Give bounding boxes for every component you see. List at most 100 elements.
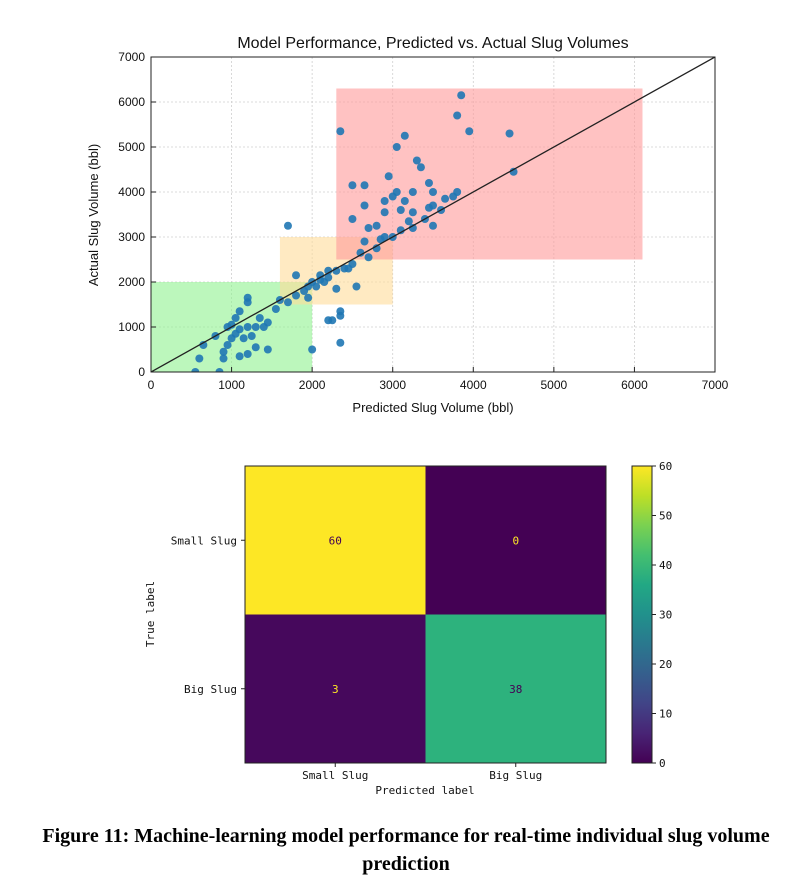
- confusion-cell-value: 60: [329, 534, 342, 547]
- scatter-point: [227, 320, 236, 329]
- scatter-y-tick-label: 7000: [118, 50, 145, 64]
- scatter-point: [336, 127, 345, 136]
- scatter-point: [191, 368, 200, 372]
- scatter-point: [380, 197, 389, 205]
- scatter-point: [364, 253, 373, 262]
- scatter-point: [336, 307, 345, 316]
- scatter-point: [324, 266, 333, 275]
- confusion-cells: [245, 466, 606, 763]
- scatter-point: [328, 316, 337, 325]
- scatter-point: [384, 172, 393, 181]
- colorbar-tick-label: 60: [659, 460, 672, 473]
- scatter-y-tick-label: 2000: [118, 275, 145, 289]
- scatter-x-tick-label: 5000: [541, 378, 568, 392]
- scatter-point: [396, 226, 405, 235]
- confusion-y-tick-label: Small Slug: [171, 534, 237, 547]
- scatter-point: [441, 194, 450, 203]
- scatter-point: [364, 224, 373, 232]
- scatter-point: [255, 314, 264, 322]
- scatter-point: [243, 323, 252, 331]
- scatter-point: [348, 215, 357, 223]
- scatter-point: [400, 197, 409, 205]
- confusion-cell: [245, 466, 426, 615]
- confusion-cell-value: 38: [509, 683, 522, 696]
- scatter-point: [408, 208, 417, 217]
- scatter-x-tick-label: 0: [148, 378, 155, 392]
- confusion-x-tick-label: Big Slug: [489, 769, 542, 782]
- confusion-cell-value: 0: [512, 534, 519, 547]
- scatter-point: [292, 271, 301, 280]
- scatter-point: [380, 233, 389, 241]
- scatter-point: [457, 91, 466, 100]
- scatter-point: [235, 307, 244, 316]
- scatter-point: [223, 341, 232, 349]
- scatter-point: [404, 217, 413, 226]
- confusion-x-ticks: Small Slug Big Slug: [302, 763, 542, 782]
- confusion-matrix: 60 0 3 38 Small Slug Big Slug Small Slug Big …: [144, 460, 672, 797]
- scatter-point: [348, 260, 357, 268]
- scatter-point: [352, 282, 361, 291]
- scatter-point: [453, 188, 462, 196]
- scatter-point: [348, 181, 357, 190]
- scatter-point: [263, 345, 272, 354]
- scatter-y-tick-label: 6000: [118, 95, 145, 109]
- scatter-point: [304, 293, 313, 302]
- scatter-point: [360, 237, 369, 246]
- confusion-cell: [425, 614, 606, 763]
- scatter-title: Model Performance, Predicted vs. Actual …: [237, 35, 628, 52]
- scatter-point: [509, 167, 518, 176]
- scatter-point: [356, 248, 365, 257]
- scatter-point: [360, 181, 369, 190]
- scatter-point: [332, 266, 341, 275]
- colorbar: [631, 465, 653, 764]
- scatter-point: [219, 354, 228, 363]
- scatter-point: [400, 131, 409, 140]
- scatter-point: [219, 347, 228, 356]
- colorbar-tick-label: 10: [659, 708, 672, 721]
- scatter-y-label: Actual Slug Volume (bbl): [86, 144, 101, 286]
- scatter-x-tick-label: 4000: [460, 378, 487, 392]
- scatter-y-tick-label: 0: [138, 365, 145, 379]
- scatter-point: [195, 354, 204, 363]
- scatter-x-ticks: 0 1000 2000 3000 4000 5000 6000 7000: [148, 367, 729, 392]
- scatter-y-tick-label: 1000: [118, 320, 145, 334]
- scatter-point: [332, 284, 341, 293]
- scatter-chart: Model Performance, Predicted vs. Actual …: [86, 35, 729, 415]
- scatter-point: [312, 282, 321, 291]
- scatter-point: [308, 345, 317, 354]
- scatter-point: [271, 305, 280, 313]
- confusion-y-ticks: Small Slug Big Slug: [171, 534, 245, 696]
- scatter-frame: [150, 56, 716, 373]
- scatter-point: [199, 341, 208, 349]
- scatter-x-tick-label: 1000: [218, 378, 245, 392]
- scatter-point: [505, 129, 514, 138]
- scatter-point: [380, 208, 389, 217]
- scatter-x-tick-label: 2000: [299, 378, 326, 392]
- confusion-cell: [425, 466, 606, 615]
- scatter-point: [408, 188, 417, 196]
- scatter-point: [360, 201, 369, 210]
- scatter-point: [235, 352, 244, 361]
- scatter-point: [215, 368, 224, 372]
- figure-caption: Figure 11: Machine-learning model perfor…: [42, 825, 770, 875]
- confusion-y-tick-label: Big Slug: [184, 683, 237, 696]
- scatter-point: [465, 127, 474, 136]
- scatter-point: [372, 244, 381, 253]
- confusion-cell-value: 3: [332, 683, 339, 696]
- scatter-point: [412, 156, 421, 165]
- scatter-point: [416, 163, 425, 172]
- scatter-point: [396, 206, 405, 214]
- confusion-y-label: True label: [144, 581, 157, 647]
- scatter-point: [283, 298, 292, 307]
- scatter-point: [453, 111, 462, 120]
- colorbar-tick-label: 50: [659, 510, 672, 523]
- scatter-point: [429, 188, 437, 196]
- scatter-point: [247, 332, 256, 340]
- scatter-point: [251, 343, 260, 352]
- colorbar-tick-label: 30: [659, 609, 672, 622]
- confusion-x-tick-label: Small Slug: [302, 769, 368, 782]
- confusion-frame: [244, 465, 607, 764]
- scatter-x-tick-label: 3000: [379, 378, 406, 392]
- scatter-point: [429, 221, 437, 230]
